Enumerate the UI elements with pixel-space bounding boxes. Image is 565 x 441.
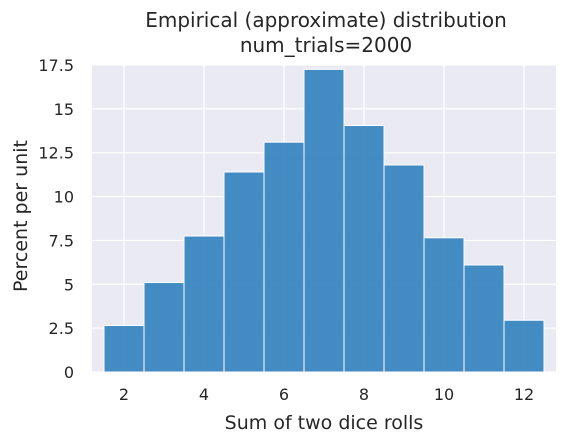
x-tick-label: 10 <box>434 385 454 404</box>
bars <box>103 68 545 373</box>
bar-10 <box>423 237 465 373</box>
chart-subtitle: num_trials=2000 <box>240 33 412 57</box>
bar-8 <box>343 125 385 373</box>
bar-9 <box>383 164 425 373</box>
bar-11 <box>463 264 505 373</box>
bar-6 <box>263 141 305 373</box>
bar-4 <box>183 235 225 373</box>
y-tick-label: 10 <box>54 188 74 207</box>
y-axis-ticks: 0 2.5 5 7.5 10 12.5 15 17.5 <box>38 56 74 382</box>
y-tick-label: 2.5 <box>49 319 74 338</box>
bar-12 <box>503 319 545 373</box>
x-tick-label: 2 <box>119 385 129 404</box>
x-tick-label: 4 <box>199 385 209 404</box>
bar-7 <box>303 68 345 373</box>
x-axis-ticks: 2 4 6 8 10 12 <box>119 385 534 404</box>
y-tick-label: 5 <box>64 275 74 294</box>
y-tick-label: 12.5 <box>38 144 74 163</box>
chart-title: Empirical (approximate) distribution <box>145 8 507 32</box>
y-tick-label: 15 <box>54 100 74 119</box>
y-tick-label: 17.5 <box>38 56 74 75</box>
y-tick-label: 7.5 <box>49 231 74 250</box>
bar-2 <box>103 325 145 373</box>
y-tick-label: 0 <box>64 363 74 382</box>
x-axis-label: Sum of two dice rolls <box>225 412 424 434</box>
y-axis-label: Percent per unit <box>10 140 32 292</box>
x-tick-label: 12 <box>514 385 534 404</box>
bar-3 <box>143 282 185 373</box>
x-tick-label: 8 <box>359 385 369 404</box>
x-tick-label: 6 <box>279 385 289 404</box>
bar-5 <box>223 171 265 373</box>
